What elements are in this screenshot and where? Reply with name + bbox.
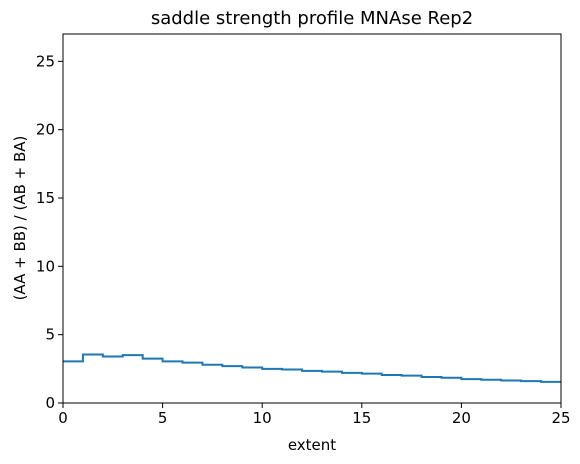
- y-tick-label: 15: [36, 189, 55, 207]
- y-axis-title: (AA + BB) / (AB + BA): [11, 136, 29, 301]
- y-tick-label: 5: [45, 326, 55, 344]
- series-line-0: [63, 353, 561, 383]
- axes: 0 5 10 15 20 25 0 5 10 15 20 25: [36, 33, 571, 427]
- chart-title: saddle strength profile MNAse Rep2: [151, 8, 473, 29]
- plot-area: [63, 353, 561, 383]
- x-tick-label: 10: [253, 409, 272, 427]
- y-tick-label: 0: [45, 394, 55, 412]
- y-tick-label: 20: [36, 121, 55, 139]
- axes-frame: [62, 33, 562, 404]
- y-tick-label: 10: [36, 257, 55, 275]
- x-axis-title: extent: [288, 436, 336, 454]
- x-tick-label: 15: [352, 409, 371, 427]
- y-tick-label: 25: [36, 52, 55, 70]
- x-tick-label: 25: [551, 409, 570, 427]
- x-tick-label: 5: [158, 409, 168, 427]
- x-tick-label: 0: [58, 409, 68, 427]
- x-tick-label: 20: [452, 409, 471, 427]
